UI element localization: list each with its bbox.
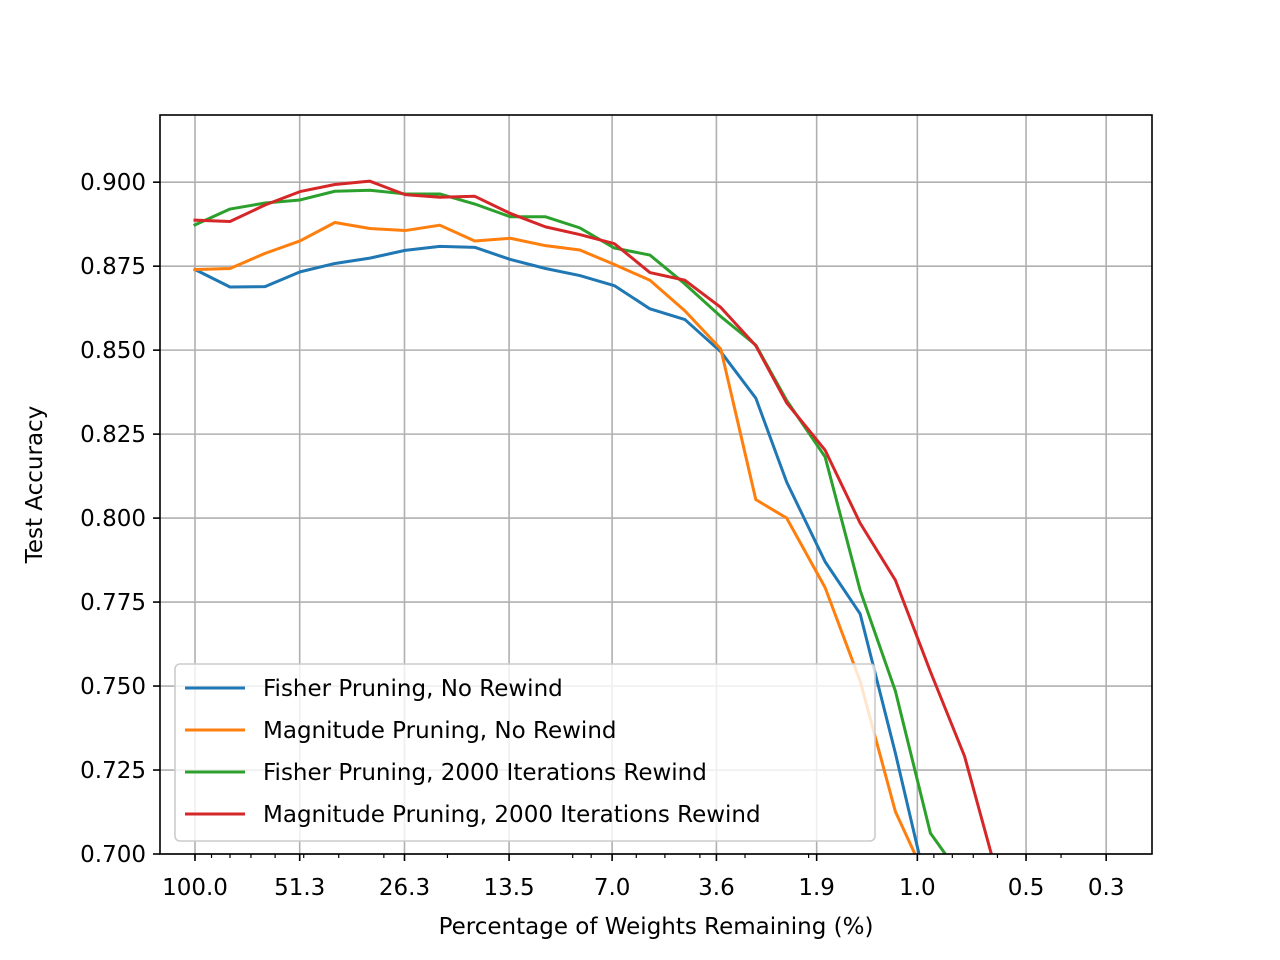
y-tick-label: 0.875 bbox=[80, 254, 146, 280]
y-tick-label: 0.900 bbox=[80, 170, 146, 196]
legend-label-magnitude-no-rewind: Magnitude Pruning, No Rewind bbox=[263, 718, 617, 744]
y-tick-label: 0.775 bbox=[80, 590, 146, 616]
x-tick-label: 13.5 bbox=[483, 875, 534, 901]
series-line-magnitude-no-rewind bbox=[193, 220, 917, 854]
x-tick-label: 51.3 bbox=[274, 875, 325, 901]
series-line-magnitude-rewind bbox=[193, 179, 993, 854]
series-line-fisher-rewind bbox=[193, 188, 948, 854]
x-tick-label: 0.5 bbox=[1008, 875, 1045, 901]
y-tick-label: 0.750 bbox=[80, 674, 146, 700]
x-tick-label: 3.6 bbox=[698, 875, 735, 901]
axis-ticks: 100.0 51.3 26.3 13.5 7.0 3.6 1.9 1.0 0.5 0.3 0.700… bbox=[80, 170, 1124, 901]
x-tick-label: 1.0 bbox=[899, 875, 936, 901]
y-tick-label: 0.700 bbox=[80, 842, 146, 868]
y-tick-label: 0.800 bbox=[80, 506, 146, 532]
series-line-fisher-no-rewind bbox=[192, 244, 921, 854]
x-tick-label: 26.3 bbox=[379, 875, 430, 901]
legend-box bbox=[174, 663, 876, 842]
legend-label-fisher-rewind: Fisher Pruning, 2000 Iterations Rewind bbox=[263, 760, 707, 786]
y-tick-label: 0.825 bbox=[80, 422, 146, 448]
x-tick-label: 1.9 bbox=[798, 875, 835, 901]
plot-frame bbox=[159, 114, 1153, 855]
series-lines bbox=[192, 179, 993, 854]
x-tick-label: 7.0 bbox=[594, 875, 631, 901]
legend: Fisher Pruning, No Rewind Magnitude Prun… bbox=[174, 663, 876, 842]
legend-label-magnitude-rewind: Magnitude Pruning, 2000 Iterations Rewin… bbox=[263, 802, 761, 828]
y-tick-label: 0.725 bbox=[80, 758, 146, 784]
x-tick-label: 0.3 bbox=[1088, 875, 1125, 901]
y-axis-title: Test Accuracy bbox=[22, 406, 48, 565]
x-tick-label: 100.0 bbox=[162, 875, 228, 901]
y-tick-label: 0.850 bbox=[80, 338, 146, 364]
legend-label-fisher-no-rewind: Fisher Pruning, No Rewind bbox=[263, 676, 563, 702]
x-axis-title: Percentage of Weights Remaining (%) bbox=[439, 914, 874, 940]
